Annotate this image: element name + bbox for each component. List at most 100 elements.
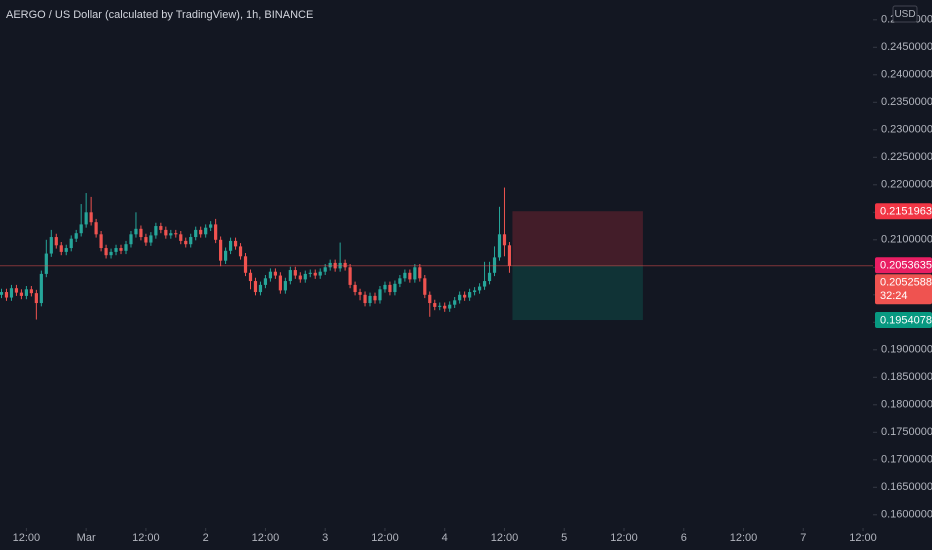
x-tick-label: 12:00 (252, 532, 280, 544)
candle-body (69, 238, 73, 249)
candle-body (124, 244, 128, 251)
candle-body (263, 278, 268, 285)
candle-body (313, 272, 317, 276)
price-label: 0.21519631 (880, 206, 932, 218)
candle-body (472, 290, 477, 293)
x-tick-label: 5 (561, 532, 567, 544)
candle-body (223, 250, 228, 261)
candle-body (343, 262, 347, 268)
candle-body (228, 240, 233, 251)
candle-body (418, 267, 422, 279)
candle-body (358, 292, 362, 295)
candle-body (204, 227, 208, 235)
candle-body (433, 303, 437, 307)
candle-body (119, 248, 123, 251)
candle-body (348, 267, 352, 285)
candle-body (238, 246, 243, 257)
candle-body (54, 237, 58, 246)
candle-body (29, 289, 33, 294)
candle-body (408, 272, 412, 280)
candle-body (273, 271, 277, 276)
candle-body (0, 292, 4, 295)
candle-body (413, 267, 417, 280)
candle-body (149, 235, 153, 243)
candle-body (129, 234, 133, 245)
price-label-bg (875, 274, 932, 305)
candle-body (293, 270, 297, 276)
candle-body (268, 271, 273, 279)
candle-body (288, 270, 292, 282)
candle-body (99, 234, 103, 249)
candle-body (194, 229, 198, 238)
candle-body (453, 300, 457, 305)
candle-body (463, 294, 467, 298)
currency: USD (894, 9, 915, 20)
currency-bg (892, 5, 918, 23)
candle-body (214, 224, 218, 240)
candle-body (139, 228, 143, 238)
candle-body (154, 226, 158, 236)
candle-body (403, 272, 407, 279)
candle-body (164, 229, 168, 236)
candle-body (189, 237, 193, 245)
x-tick-label: 7 (800, 532, 806, 544)
candle-body (243, 256, 248, 273)
candle-body (487, 272, 492, 282)
x-tick-label: 12:00 (849, 532, 877, 544)
price-label-bg (875, 203, 932, 220)
price-label: 0.20525881 (880, 277, 932, 289)
countdown: 32:24 (880, 290, 908, 302)
x-tick-label: 12:00 (610, 532, 638, 544)
candle-body (4, 292, 9, 298)
price-label-bg (875, 257, 932, 274)
candle-body (507, 245, 512, 266)
candle-body (44, 253, 48, 274)
x-tick-label: 6 (681, 532, 687, 544)
candle-body (14, 288, 19, 293)
candle-body (144, 237, 148, 243)
candle-body (24, 289, 28, 296)
candle-body (468, 292, 472, 298)
x-tick-label: Mar (77, 532, 96, 544)
candle-body (89, 212, 93, 223)
candle-body (328, 262, 332, 268)
candle-body (74, 233, 78, 239)
candle-body (258, 284, 263, 293)
candle-body (9, 288, 14, 298)
candle-body (393, 283, 397, 293)
candle-body (482, 281, 487, 287)
candle-body (278, 275, 282, 291)
candle-body (423, 278, 427, 295)
candle-body (219, 239, 223, 261)
candle-body (458, 294, 462, 301)
candle-body (49, 237, 53, 254)
x-tick-label: 12:00 (132, 532, 160, 544)
candle-body (383, 284, 387, 290)
candle-body (233, 240, 238, 247)
candle-body (398, 278, 402, 284)
candle-body (114, 248, 118, 252)
candle-body (248, 272, 253, 282)
candle-body (298, 275, 302, 280)
x-tick-label: 3 (322, 532, 328, 544)
candle-body (283, 281, 287, 291)
candle-body (179, 234, 183, 241)
candle-body (477, 286, 482, 291)
candle-body (428, 294, 432, 304)
candle-body (174, 233, 178, 235)
candle-body (84, 212, 88, 225)
candle-body (318, 271, 322, 276)
price-label-bg (875, 312, 932, 329)
candle-body (39, 273, 43, 304)
candle-body (109, 251, 113, 256)
candle-body (209, 224, 213, 228)
candle-body (19, 292, 24, 296)
